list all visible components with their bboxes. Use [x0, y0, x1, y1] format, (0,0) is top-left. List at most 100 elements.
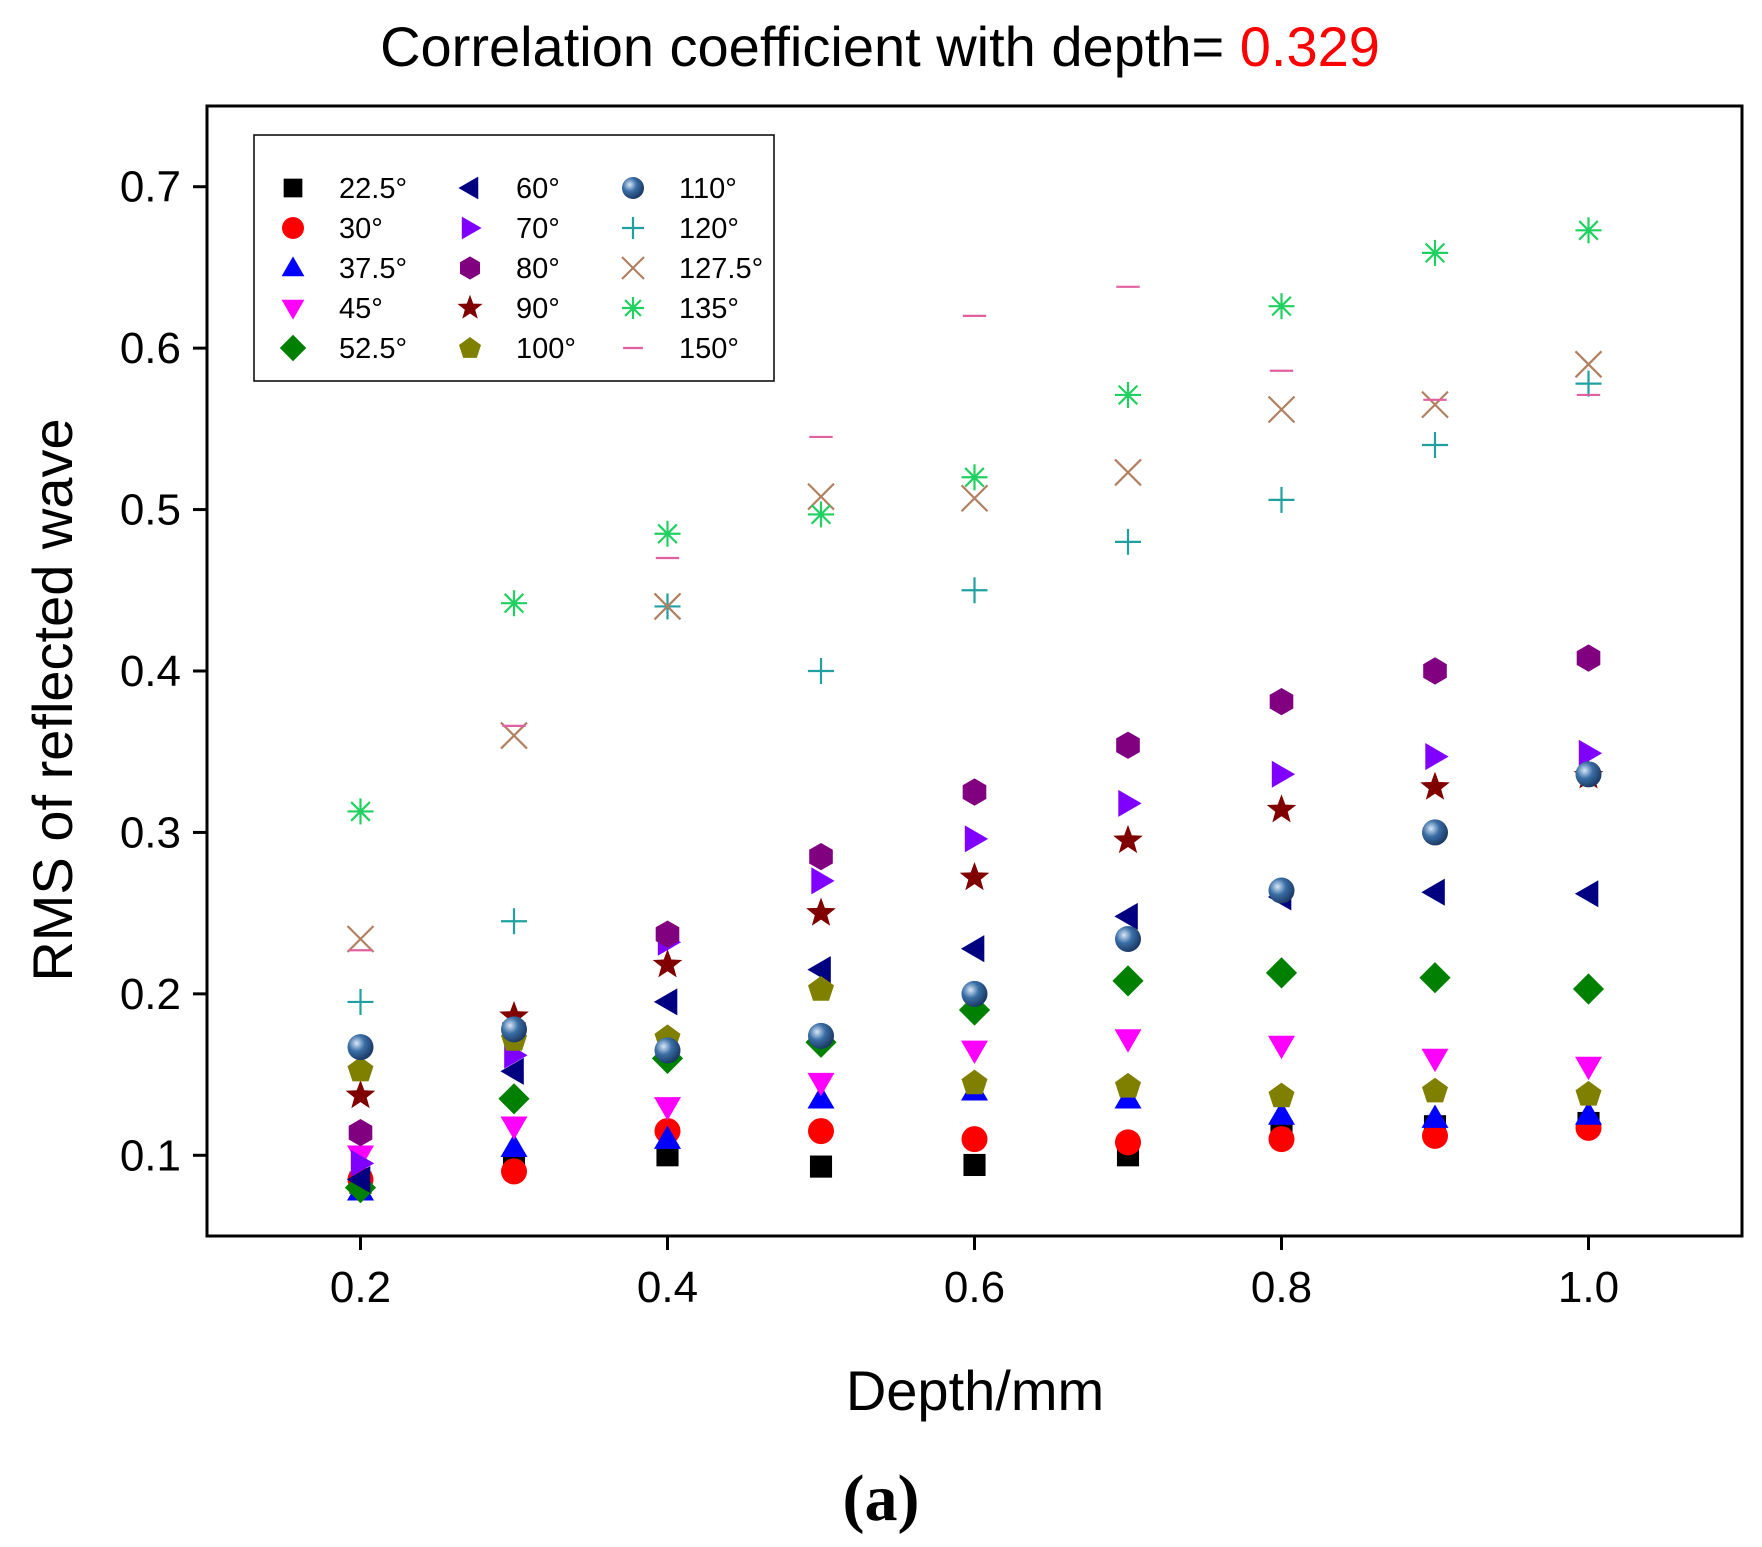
data-point — [808, 658, 834, 684]
data-point — [1115, 381, 1141, 408]
data-point — [962, 778, 987, 806]
legend-item: 120° — [622, 213, 739, 245]
legend-item: 45° — [281, 293, 383, 325]
legend-label: 22.5° — [339, 173, 407, 205]
legend-label: 100° — [516, 333, 576, 365]
legend-item: 80° — [460, 253, 560, 285]
legend-marker — [461, 216, 482, 240]
data-point — [1115, 925, 1141, 952]
legend-label: 127.5° — [679, 253, 763, 285]
data-point — [1268, 1101, 1295, 1125]
data-point — [808, 501, 834, 528]
data-point — [809, 1155, 833, 1178]
data-point — [345, 1080, 376, 1109]
legend-marker — [458, 176, 479, 200]
data-point — [1268, 293, 1295, 320]
series-45° — [347, 1029, 1602, 1169]
legend-marker — [459, 337, 481, 358]
data-point — [809, 843, 833, 871]
legend-item: 100° — [459, 333, 576, 365]
series-150° — [348, 285, 1601, 952]
legend-label: 135° — [679, 293, 739, 325]
data-point — [1422, 239, 1448, 266]
data-point — [1425, 743, 1449, 771]
data-point — [961, 1126, 988, 1153]
data-point — [961, 1069, 988, 1095]
data-point — [347, 798, 374, 825]
data-point — [807, 1085, 835, 1109]
data-point — [1578, 739, 1603, 767]
data-point — [501, 590, 527, 617]
data-point — [654, 1125, 681, 1149]
legend-label: 120° — [679, 213, 739, 245]
data-point — [959, 862, 990, 891]
data-point — [961, 577, 988, 604]
data-point — [1114, 902, 1138, 930]
data-point — [1575, 1056, 1602, 1081]
legend-item: 90° — [457, 293, 560, 325]
series-135° — [347, 217, 1602, 825]
data-point — [1421, 878, 1445, 906]
data-point — [346, 1166, 371, 1193]
x-tick-label: 0.8 — [1251, 1263, 1312, 1312]
data-point — [1265, 957, 1298, 989]
legend-marker — [457, 294, 483, 319]
legend-label: 60° — [516, 173, 560, 205]
data-point — [1112, 965, 1144, 997]
data-point — [1113, 824, 1143, 854]
data-point — [807, 1072, 835, 1097]
data-point — [960, 484, 989, 513]
data-point — [1114, 458, 1142, 487]
y-tick-label: 0.2 — [120, 970, 181, 1019]
data-point — [348, 1119, 373, 1147]
data-point — [654, 1037, 681, 1064]
x-tick-label: 0.2 — [330, 1263, 391, 1312]
data-point — [1422, 1077, 1448, 1103]
data-point — [350, 1149, 375, 1177]
data-point — [1575, 1080, 1602, 1106]
data-point — [1267, 395, 1296, 424]
legend-item: 60° — [458, 173, 560, 205]
chart-title-value: 0.329 — [1240, 15, 1380, 78]
data-point — [807, 956, 831, 984]
chart-title: Correlation coefficient with depth= 0.32… — [380, 15, 1380, 78]
y-axis-label: RMS of reflected wave — [21, 418, 84, 981]
legend-marker — [281, 256, 305, 277]
data-point — [655, 920, 680, 948]
data-point — [1575, 761, 1602, 788]
data-point — [1422, 819, 1448, 846]
data-point — [1116, 731, 1140, 759]
data-point — [1268, 486, 1295, 513]
data-point — [1115, 1129, 1141, 1156]
data-point — [963, 1153, 986, 1177]
series-30° — [347, 1114, 1602, 1193]
legend-marker — [460, 256, 480, 280]
legend-label: 150° — [679, 333, 739, 365]
data-point — [808, 976, 834, 1001]
chart-title-text: Correlation coefficient with depth= — [380, 15, 1240, 78]
data-point — [1575, 1101, 1602, 1125]
legend-marker — [282, 217, 304, 239]
data-point — [653, 592, 682, 621]
legend-marker — [281, 299, 305, 320]
data-point — [1576, 644, 1601, 672]
data-point — [1115, 1072, 1141, 1098]
legend-item: 22.5° — [283, 173, 407, 205]
legend-item: 135° — [622, 293, 739, 325]
data-point — [347, 1056, 374, 1082]
data-point — [806, 897, 836, 926]
data-point — [811, 867, 835, 895]
y-tick-label: 0.5 — [120, 486, 181, 535]
data-point — [347, 1034, 374, 1061]
legend-marker — [622, 217, 644, 239]
data-point — [1422, 1122, 1448, 1149]
data-point — [1268, 877, 1295, 904]
data-point — [346, 925, 375, 953]
legend-box — [253, 134, 775, 382]
legend-item: 70° — [461, 213, 560, 245]
data-point — [961, 1040, 988, 1064]
legend-item: 52.5° — [279, 333, 407, 365]
y-axis-ticks: 0.1 0.2 0.3 0.4 0.5 0.6 0.7 — [120, 163, 207, 1180]
data-point — [1421, 390, 1449, 419]
data-point — [1268, 1126, 1295, 1153]
